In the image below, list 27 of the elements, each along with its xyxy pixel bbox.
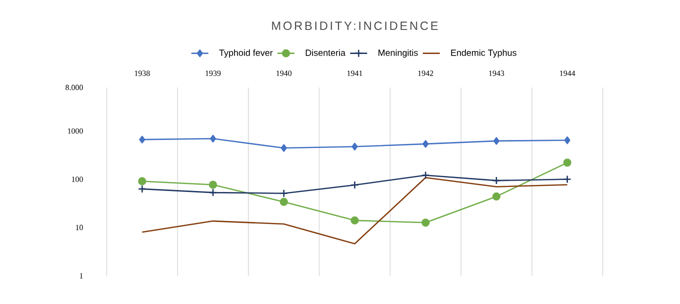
point: [492, 176, 501, 185]
point: [280, 198, 288, 206]
point: [208, 180, 218, 189]
point: [563, 175, 572, 184]
point: [564, 136, 570, 144]
chart-title: MORBIDITY:INCIDENCE: [272, 22, 438, 30]
point: [421, 171, 430, 180]
point: [139, 136, 146, 144]
legend-label: Endemic Typhus: [451, 49, 516, 58]
point: [493, 137, 500, 145]
point: [208, 188, 218, 197]
point: [280, 144, 287, 152]
point: [138, 184, 146, 194]
legend-label: Disenteria: [306, 49, 346, 56]
point: [210, 134, 216, 143]
point: [350, 180, 359, 190]
legend-label: Meningitis: [378, 49, 418, 58]
point: [422, 218, 430, 227]
legend-label: Typhoid fever: [219, 49, 273, 58]
point: [138, 177, 146, 186]
point: [352, 142, 358, 150]
point: [280, 189, 288, 198]
point: [492, 192, 500, 201]
line-series: [141, 177, 568, 244]
point: [422, 140, 429, 148]
point: [350, 216, 359, 224]
point: [563, 158, 572, 167]
